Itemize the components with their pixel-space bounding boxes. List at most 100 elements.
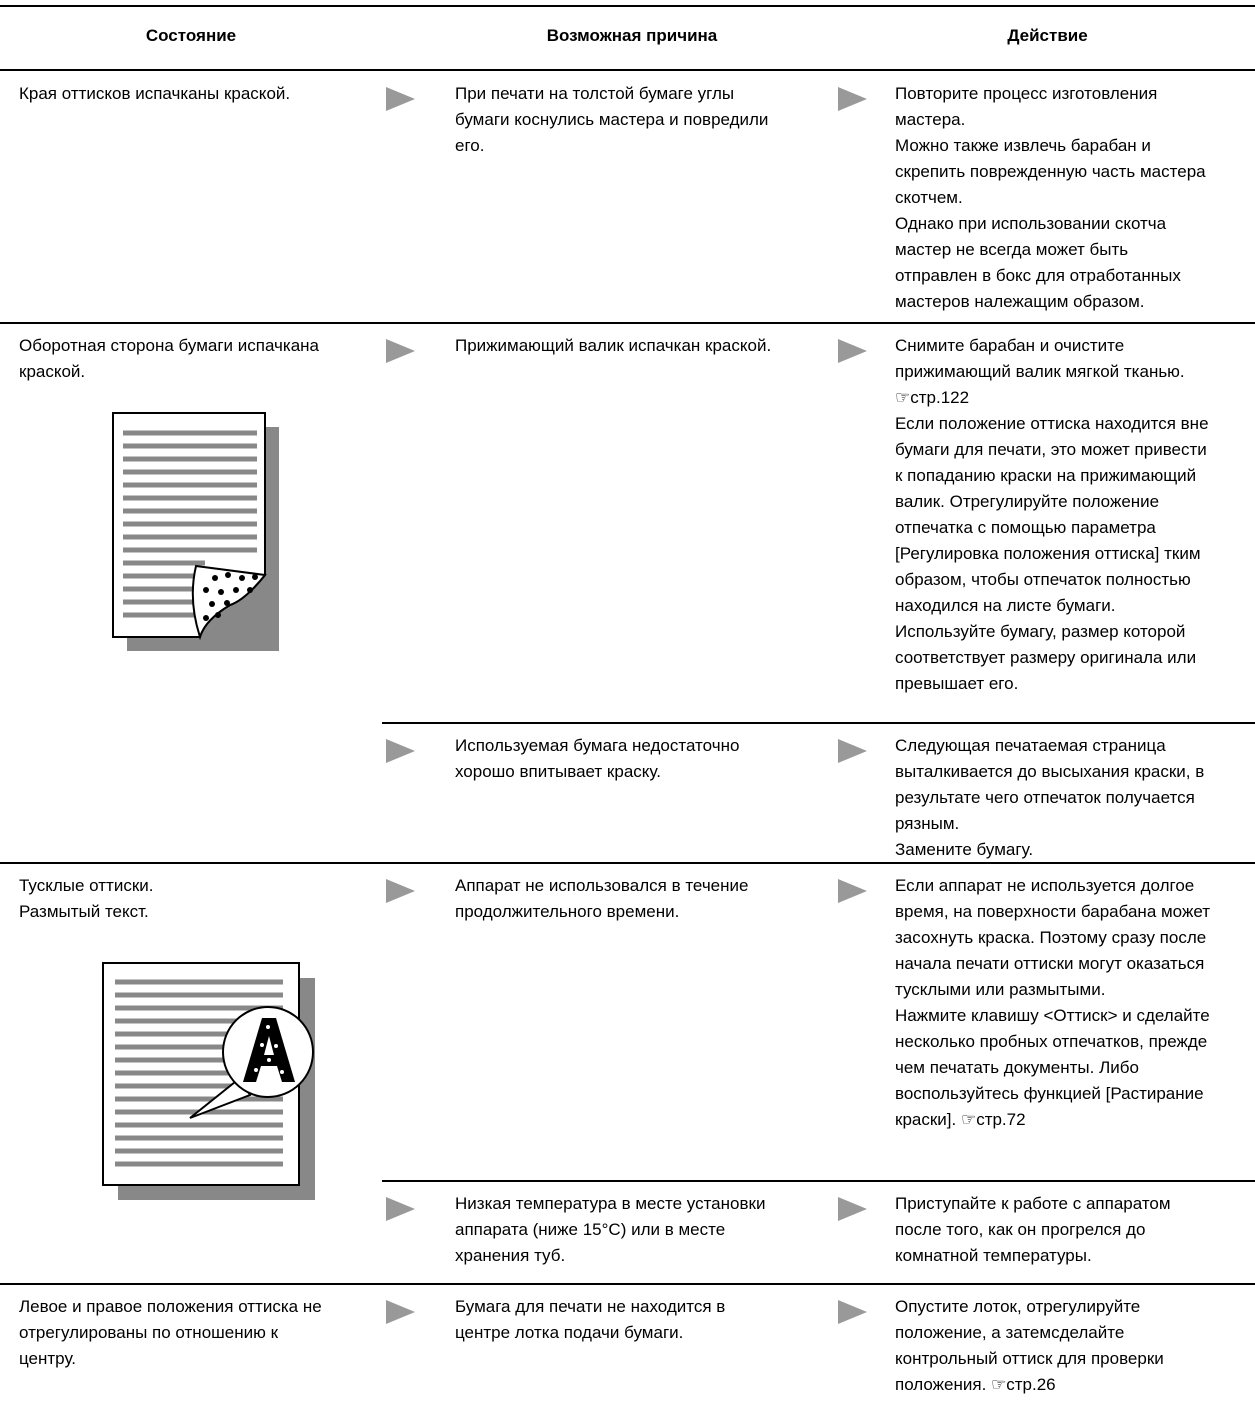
text-line: центру. xyxy=(19,1349,76,1368)
cause-cell: Аппарат не использовался в течение продол… xyxy=(455,873,748,925)
text-line: отрегулированы по отношению к xyxy=(19,1323,279,1342)
cause-cell: Бумага для печати не находится в центре л… xyxy=(455,1294,725,1346)
text-line: Опустите лоток, отрегулируйте xyxy=(895,1297,1141,1316)
text-line: засохнуть краска. Поэтому сразу после xyxy=(895,928,1207,947)
smeared-paper-icon xyxy=(112,412,279,651)
text-line: положения. ☞стр.26 xyxy=(895,1375,1056,1394)
text-line: скотчем. xyxy=(895,188,963,207)
text-line: несколько пробных отпечатков, прежде xyxy=(895,1032,1208,1051)
text-line: центре лотка подачи бумаги. xyxy=(455,1323,684,1342)
text-line: отпечатка с помощью параметра xyxy=(895,518,1156,537)
state-cell: Левое и правое положения оттиска не отрег… xyxy=(19,1294,322,1372)
arrow xyxy=(386,739,415,763)
state-cell: Оборотная сторона бумаги испачкана краско… xyxy=(19,333,319,385)
arrow xyxy=(386,87,415,111)
header-cell: Состояние xyxy=(145,26,237,45)
action-cell: Снимите барабан и очистите прижимающий ва… xyxy=(895,333,1209,697)
rule xyxy=(382,722,1255,724)
text-line: прижимающий валик мягкой тканью. xyxy=(895,362,1185,381)
text-line: образом, чтобы отпечаток полностью xyxy=(895,570,1191,589)
text-line: краски]. ☞стр.72 xyxy=(895,1110,1026,1129)
state-cell: Тусклые оттиски. Размытый текст. xyxy=(19,873,154,925)
text-line: положение, а затемсделайте xyxy=(895,1323,1125,1342)
rule xyxy=(382,1180,1255,1182)
text-line: контрольный оттиск для проверки xyxy=(895,1349,1164,1368)
rule xyxy=(0,1283,1255,1285)
header-cell: Действие xyxy=(1007,26,1088,45)
text-line: бумаги для печати, это может привести xyxy=(895,440,1207,459)
cause-cell: Используемая бумага недостаточно хорошо в… xyxy=(455,733,739,785)
action-cell: Приступайте к работе с аппаратом после то… xyxy=(895,1191,1171,1269)
rule xyxy=(0,322,1255,324)
arrow xyxy=(386,339,415,363)
text-line: Однако при использовании скотча xyxy=(895,214,1167,233)
text-line: после того, как он прогрелся до xyxy=(895,1220,1146,1239)
text-line: аппарата (ниже 15°C) или в месте xyxy=(455,1220,726,1239)
text-line: Края оттисков испачканы краской. xyxy=(19,84,291,103)
text-line: его. xyxy=(455,136,485,155)
text-line: продолжительного времени. xyxy=(455,902,680,921)
text-line: При печати на толстой бумаге углы xyxy=(455,84,735,103)
text-line: хорошо впитывает краску. xyxy=(455,762,661,781)
text-line: Используйте бумагу, размер которой xyxy=(895,622,1186,641)
text-line: валик. Отрегулируйте положение xyxy=(895,492,1160,511)
arrow xyxy=(386,1300,415,1324)
text-line: Замените бумагу. xyxy=(895,840,1034,859)
text-line: ☞стр.122 xyxy=(895,388,970,407)
text-line: Если аппарат не используется долгое xyxy=(895,876,1195,895)
text-line: Нажмите клавишу <Оттиск> и сделайте xyxy=(895,1006,1210,1025)
arrow xyxy=(838,879,867,903)
text-line: воспользуйтесь функцией [Растирание xyxy=(895,1084,1204,1103)
text-line: Прижимающий валик испачкан краской. xyxy=(455,336,772,355)
arrow xyxy=(838,739,867,763)
text-line: [Регулировка положения оттиска] тким xyxy=(895,544,1201,563)
action-cell: Опустите лоток, отрегулируйте положение, … xyxy=(895,1294,1164,1398)
text-line: мастера. xyxy=(895,110,966,129)
text-line: тусклыми или размытыми. xyxy=(895,980,1106,999)
arrow xyxy=(386,879,415,903)
text-line: соответствует размеру оригинала или xyxy=(895,648,1197,667)
text-line: Используемая бумага недостаточно xyxy=(455,736,740,755)
text-line: Повторите процесс изготовления xyxy=(895,84,1158,103)
text-line: результате чего отпечаток получается xyxy=(895,788,1195,807)
rule xyxy=(0,69,1255,71)
text-line: мастеров належащим образом. xyxy=(895,292,1145,311)
text-line: Аппарат не использовался в течение xyxy=(455,876,749,895)
faded-paper-icon xyxy=(102,962,315,1200)
state-cell: Края оттисков испачканы краской. xyxy=(19,81,290,107)
arrow xyxy=(838,87,867,111)
text-line: бумаги коснулись мастера и повредили xyxy=(455,110,769,129)
text-line: Приступайте к работе с аппаратом xyxy=(895,1194,1171,1213)
cause-cell: При печати на толстой бумаге углы бумаги … xyxy=(455,81,768,159)
arrow xyxy=(838,339,867,363)
action-cell: Если аппарат не используется долгое время… xyxy=(895,873,1210,1133)
text-line: чем печатать документы. Либо xyxy=(895,1058,1139,1077)
text-line: начала печати оттиски могут оказаться xyxy=(895,954,1205,973)
text-line: отправлен в бокс для отработанных xyxy=(895,266,1181,285)
text-line: хранения туб. xyxy=(455,1246,566,1265)
arrow xyxy=(386,1197,415,1221)
text-line: рязным. xyxy=(895,814,960,833)
cause-cell: Прижимающий валик испачкан краской. xyxy=(455,333,771,359)
text-line: краской. xyxy=(19,362,86,381)
cause-cell: Низкая температура в месте установки аппа… xyxy=(455,1191,765,1269)
text-line: Низкая температура в месте установки xyxy=(455,1194,766,1213)
text-line: мастер не всегда может быть xyxy=(895,240,1129,259)
arrow xyxy=(838,1197,867,1221)
text-line: превышает его. xyxy=(895,674,1019,693)
text-line: Размытый текст. xyxy=(19,902,149,921)
rule xyxy=(0,862,1255,864)
text-line: Следующая печатаемая страница xyxy=(895,736,1166,755)
text-line: Тусклые оттиски. xyxy=(19,876,154,895)
text-line: комнатной температуры. xyxy=(895,1246,1092,1265)
rule xyxy=(0,5,1255,7)
arrow xyxy=(838,1300,867,1324)
text-line: к попаданию краски на прижимающий xyxy=(895,466,1197,485)
text-line: время, на поверхности барабана может xyxy=(895,902,1210,921)
action-cell: Следующая печатаемая страница выталкивает… xyxy=(895,733,1204,863)
text-line: Можно также извлечь барабан и xyxy=(895,136,1151,155)
text-line: Снимите барабан и очистите xyxy=(895,336,1125,355)
action-cell: Повторите процесс изготовления мастера. Мо… xyxy=(895,81,1206,315)
